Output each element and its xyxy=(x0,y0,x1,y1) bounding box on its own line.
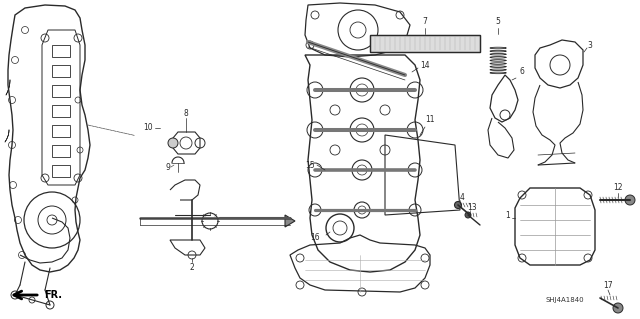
Circle shape xyxy=(454,202,461,209)
Circle shape xyxy=(613,303,623,313)
Bar xyxy=(52,165,70,177)
Bar xyxy=(52,65,70,77)
Text: 11: 11 xyxy=(425,115,435,124)
Bar xyxy=(52,45,70,57)
Text: 6: 6 xyxy=(520,68,524,77)
Text: 13: 13 xyxy=(467,203,477,211)
Text: 15: 15 xyxy=(305,160,315,169)
Text: 3: 3 xyxy=(588,41,593,49)
Bar xyxy=(52,105,70,117)
Text: 10: 10 xyxy=(143,123,153,132)
Text: 7: 7 xyxy=(422,18,428,26)
Text: 1: 1 xyxy=(506,211,510,219)
Circle shape xyxy=(465,212,471,218)
Text: SHJ4A1840: SHJ4A1840 xyxy=(545,297,584,303)
Text: 14: 14 xyxy=(420,61,430,70)
Text: FR.: FR. xyxy=(44,290,62,300)
Polygon shape xyxy=(370,35,480,52)
Text: 5: 5 xyxy=(495,18,500,26)
Bar xyxy=(52,85,70,97)
Bar xyxy=(52,125,70,137)
Circle shape xyxy=(625,195,635,205)
Text: 4: 4 xyxy=(460,192,465,202)
Bar xyxy=(52,145,70,157)
Text: 12: 12 xyxy=(613,183,623,192)
Circle shape xyxy=(168,138,178,148)
Text: 17: 17 xyxy=(603,280,613,290)
Polygon shape xyxy=(285,215,295,227)
Text: 8: 8 xyxy=(184,108,188,117)
Text: 2: 2 xyxy=(189,263,195,272)
Text: 16: 16 xyxy=(310,234,320,242)
Text: 9: 9 xyxy=(166,164,170,173)
